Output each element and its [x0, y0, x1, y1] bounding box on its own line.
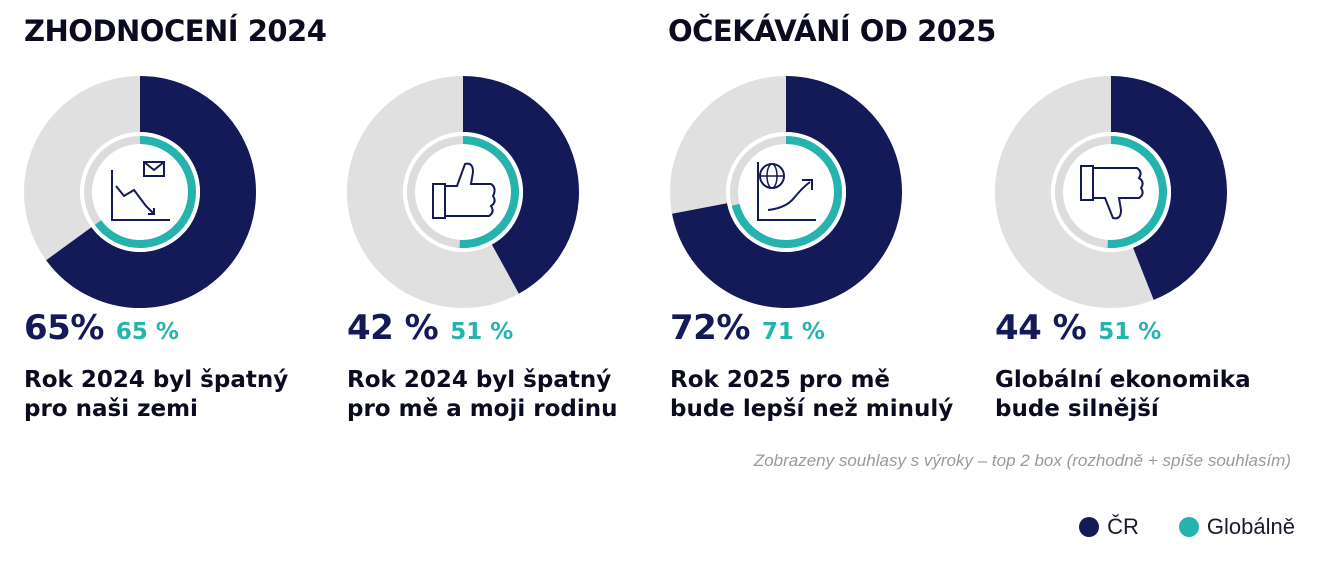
inner-disk [726, 132, 846, 252]
global-arc [731, 136, 842, 248]
donut-chart [347, 76, 579, 308]
section-title-evaluation-2024: ZHODNOCENÍ 2024 [24, 14, 327, 48]
methodology-note: Zobrazeny souhlasy s výroky – top 2 box … [753, 451, 1291, 470]
cr-arc [1109, 76, 1227, 300]
donut-panel-family-2024: 42 % 51 % Rok 2024 byl špatný pro mě a mo… [347, 0, 667, 440]
donut-panel-personal-2025: 72% 71 % Rok 2025 pro mě bude lepší než m… [670, 0, 990, 440]
donut-chart [995, 76, 1227, 308]
cr-arc [46, 76, 256, 308]
legend-label-global: Globálně [1206, 514, 1295, 539]
legend-swatch-global [1178, 517, 1199, 537]
thumbs-down-icon [1080, 165, 1144, 220]
statement-caption: Rok 2024 byl špatný pro naši zemi [24, 367, 289, 422]
percent-cr: 42 % [347, 308, 439, 348]
percent-row: 72% 71 % [670, 308, 825, 348]
percent-row: 42 % 51 % [347, 308, 513, 348]
legend-item-cr: ČR [1079, 514, 1139, 540]
percent-row: 65% 65 % [24, 308, 179, 348]
global-arc [94, 136, 196, 248]
inner-disk [1051, 132, 1171, 252]
legend: ČR Globálně [1039, 514, 1295, 540]
percent-cr: 65% [24, 308, 104, 348]
percent-global: 71 % [761, 319, 825, 345]
section-title-expectations-2025: OČEKÁVÁNÍ OD 2025 [668, 14, 996, 48]
cr-arc [672, 76, 902, 308]
percent-cr: 44 % [995, 308, 1087, 348]
legend-label-cr: ČR [1107, 514, 1139, 539]
inner-disk [403, 132, 523, 252]
statement-caption: Rok 2024 byl špatný pro mě a moji rodinu [347, 367, 618, 422]
donut-panel-country-2024: 65% 65 % Rok 2024 byl špatný pro naši zem… [24, 0, 344, 440]
percent-cr: 72% [670, 308, 750, 348]
cr-arc [461, 76, 579, 294]
statement-caption: Globální ekonomika bude silnější [995, 367, 1251, 422]
percent-global: 51 % [450, 319, 514, 345]
statement-caption: Rok 2025 pro mě bude lepší než minulý [670, 367, 954, 422]
percent-global: 51 % [1098, 319, 1162, 345]
thumbs-up-icon [432, 162, 496, 219]
percent-global: 65 % [115, 319, 179, 345]
chart-decline-icon [111, 161, 170, 221]
global-arc [1107, 136, 1167, 248]
inner-disk [80, 132, 200, 252]
legend-item-global: Globálně [1178, 514, 1295, 540]
globe-growth-icon [757, 162, 816, 221]
donut-chart [670, 76, 902, 308]
donut-chart [24, 76, 256, 308]
percent-row: 44 % 51 % [995, 308, 1161, 348]
legend-swatch-cr [1079, 517, 1100, 537]
donut-panel-economy-2025: 44 % 51 % Globální ekonomika bude silnějš… [995, 0, 1315, 440]
global-arc [459, 136, 519, 248]
